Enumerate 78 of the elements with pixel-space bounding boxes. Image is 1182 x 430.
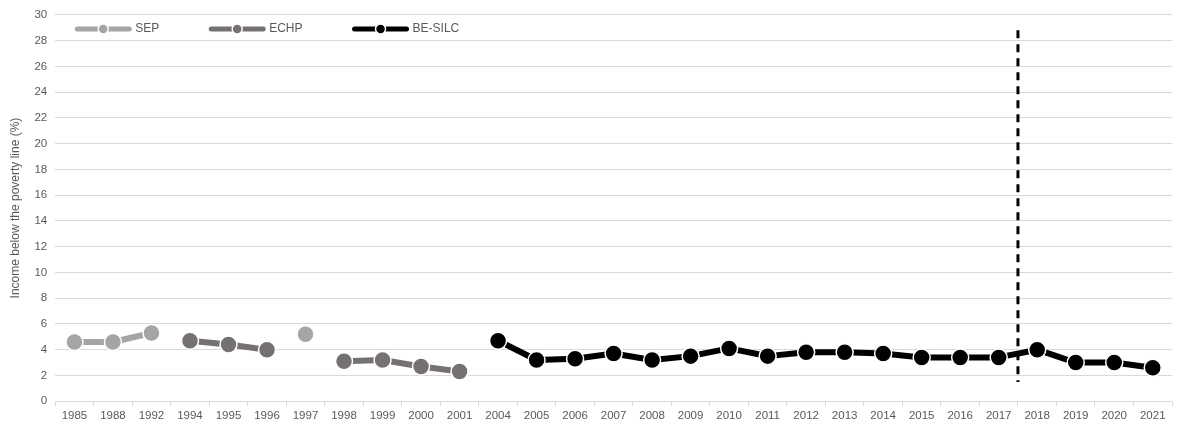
y-axis-title: Income below the poverty line (%) <box>7 117 22 299</box>
point <box>989 348 1008 367</box>
point <box>65 332 84 352</box>
point <box>758 346 777 366</box>
y-tick-label: 2 <box>40 368 48 381</box>
point <box>257 340 277 359</box>
y-tick-label: 26 <box>34 59 48 72</box>
x-tick-label: 1992 <box>138 409 165 422</box>
x-tick-label: 2019 <box>1062 409 1089 422</box>
x-tick-label: 1988 <box>100 409 126 422</box>
x-tick-label: 2008 <box>639 409 665 422</box>
point <box>1143 358 1162 377</box>
x-tick-label: 2011 <box>755 409 781 422</box>
y-tick-label: 12 <box>34 239 48 252</box>
x-tick-label: 2009 <box>677 409 704 422</box>
x-tick-label: 1985 <box>61 409 88 422</box>
x-tick-label: 1995 <box>215 409 242 422</box>
point <box>912 348 931 367</box>
y-tick-label: 30 <box>34 8 48 21</box>
x-tick-label: 1997 <box>292 409 319 422</box>
point <box>642 350 662 370</box>
point <box>373 350 392 370</box>
point <box>219 335 238 354</box>
x-tick-label: 2014 <box>870 409 897 422</box>
point <box>681 346 700 366</box>
y-tick-label: 0 <box>40 394 48 407</box>
point <box>950 348 970 367</box>
y-tick-label: 6 <box>40 317 48 330</box>
point <box>1104 353 1124 372</box>
x-tick-label: 1996 <box>254 409 280 422</box>
y-tick-label: 20 <box>34 136 48 149</box>
x-tick-label: 1998 <box>331 409 357 422</box>
point <box>411 357 431 376</box>
y-tick-label: 4 <box>40 342 48 355</box>
point <box>1027 340 1047 359</box>
x-tick-label: 2013 <box>831 409 858 422</box>
x-tick-label: 2015 <box>908 409 935 422</box>
x-tick-label: 1999 <box>369 409 396 422</box>
x-tick-label: 2010 <box>716 409 742 422</box>
x-tick-label: 2004 <box>485 409 512 422</box>
y-tick-label: 16 <box>34 188 48 201</box>
y-tick-label: 10 <box>34 265 48 278</box>
x-tick-label: 2001 <box>446 409 473 422</box>
x-tick-label: 2012 <box>793 409 819 422</box>
point <box>835 343 854 362</box>
point <box>796 343 816 362</box>
y-tick-label: 24 <box>34 85 48 98</box>
x-tick-label: 2005 <box>523 409 550 422</box>
x-tick-label: 2021 <box>1139 409 1166 422</box>
legend-label: BE-SILC <box>412 21 460 36</box>
point <box>873 344 893 363</box>
y-tick-label: 28 <box>34 33 48 46</box>
x-tick-label: 2006 <box>562 409 588 422</box>
y-tick-label: 8 <box>40 291 48 304</box>
point <box>565 349 585 368</box>
x-tick-label: 2017 <box>985 409 1012 422</box>
point <box>604 344 623 363</box>
x-tick-label: 2016 <box>947 409 973 422</box>
legend-label: SEP <box>135 21 160 36</box>
point <box>527 350 546 370</box>
x-tick-label: 2018 <box>1024 409 1051 422</box>
y-tick-label: 18 <box>34 162 48 175</box>
legend-label: ECHP <box>269 21 303 36</box>
y-tick-label: 22 <box>34 111 48 124</box>
point <box>103 332 123 352</box>
x-tick-label: 2020 <box>1101 409 1128 422</box>
point <box>450 362 469 381</box>
point <box>334 352 354 371</box>
point <box>142 323 161 343</box>
y-tick-label: 14 <box>34 214 48 227</box>
x-tick-label: 2000 <box>408 409 434 422</box>
point <box>719 339 739 358</box>
point <box>1066 353 1085 372</box>
x-tick-label: 2007 <box>600 409 627 422</box>
point <box>488 331 508 350</box>
x-tick-label: 1994 <box>177 409 204 422</box>
point <box>180 331 200 350</box>
point <box>296 324 315 344</box>
